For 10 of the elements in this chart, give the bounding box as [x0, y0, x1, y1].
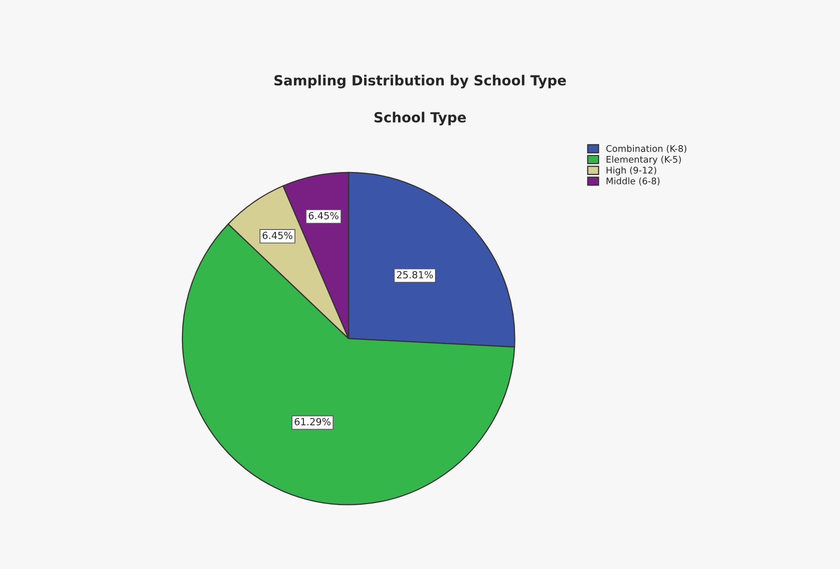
legend-label: Combination (K-8)	[606, 144, 686, 154]
data-label: 61.29%	[294, 418, 331, 426]
data-label: 6.45%	[262, 232, 292, 240]
data-label: 25.81%	[397, 271, 433, 278]
legend-label: Elementary (K-5)	[606, 156, 681, 165]
chart-title: Sampling Distribution by School Type	[274, 74, 566, 88]
chart-subtitle: School Type	[374, 112, 466, 126]
legend-label: Middle (6-8)	[606, 177, 660, 186]
legend-label: High (9-12)	[606, 166, 656, 176]
data-label: 6.45%	[308, 212, 338, 220]
